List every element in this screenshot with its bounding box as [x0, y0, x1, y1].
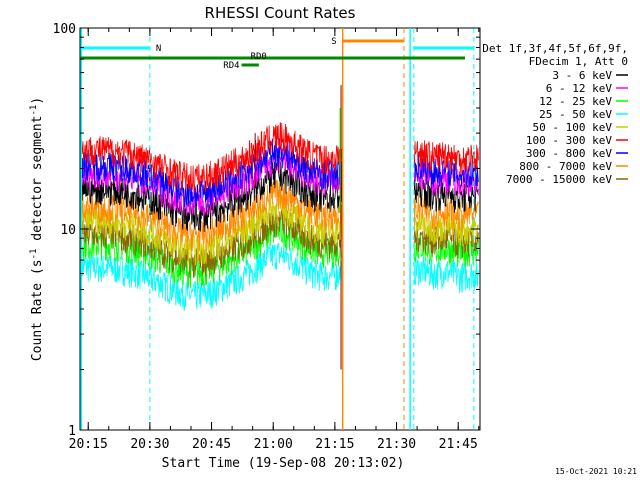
- y-axis-label: Count Rate (s-1 detector segment-1): [29, 97, 45, 361]
- axis-layer: 20:15 20:30 20:45 21:00 21:15 21:30 21:45 1 10 10…: [53, 22, 480, 452]
- x-tick-label: 21:45: [439, 437, 478, 452]
- legend-entry-label: 3 - 6 keV: [552, 69, 612, 82]
- legend-entry-label: 25 - 50 keV: [539, 108, 612, 121]
- legend-entry-label: 800 - 7000 keV: [519, 160, 612, 173]
- x-tick-label: 21:00: [254, 437, 293, 452]
- series-layer: [80, 85, 479, 370]
- x-axis-label: Start Time (19-Sep-08 20:13:02): [162, 456, 405, 471]
- y-tick-label: 10: [60, 223, 76, 238]
- series-line-800-7000keV: [413, 194, 479, 232]
- x-tick-label: 20:15: [69, 437, 108, 452]
- rd0-label: RD0: [251, 52, 267, 62]
- legend: Det 1f,3f,4f,5f,6f,9f,FDecim 1, Att 03 -…: [482, 42, 628, 186]
- legend-entry-label: 300 - 800 keV: [526, 147, 612, 160]
- saa-label: S: [331, 37, 336, 47]
- timestamp: 15-Oct-2021 10:21: [555, 467, 637, 476]
- rd4-label: RD4: [223, 61, 239, 71]
- series-line-25-50keV: [80, 242, 343, 311]
- legend-entry-label: 50 - 100 keV: [533, 121, 613, 134]
- legend-entry-label: 100 - 300 keV: [526, 134, 612, 147]
- x-tick-label: 20:30: [130, 437, 169, 452]
- x-tick-label: 21:15: [315, 437, 354, 452]
- series-line-100-300keV: [80, 122, 343, 193]
- series-line-800-7000keV: [80, 179, 343, 252]
- y-tick-label: 1: [68, 424, 76, 439]
- series-line-7000-15000keV: [80, 207, 343, 279]
- x-tick-label: 20:45: [192, 437, 231, 452]
- series-line-100-300keV: [413, 140, 479, 176]
- legend-entry-label: 6 - 12 keV: [546, 82, 613, 95]
- y-tick-label: 100: [53, 22, 76, 37]
- legend-entry-label: 12 - 25 keV: [539, 95, 612, 108]
- series-line-25-50keV: [413, 255, 479, 293]
- chart-title: RHESSI Count Rates: [205, 4, 356, 22]
- x-tick-label: 21:30: [377, 437, 416, 452]
- legend-header-line: Det 1f,3f,4f,5f,6f,9f,: [482, 42, 628, 55]
- legend-entry-label: 7000 - 15000 keV: [506, 173, 612, 186]
- night-label: N: [156, 44, 161, 54]
- series-line-300-800keV: [80, 138, 343, 208]
- legend-header-line: FDecim 1, Att 0: [529, 55, 628, 68]
